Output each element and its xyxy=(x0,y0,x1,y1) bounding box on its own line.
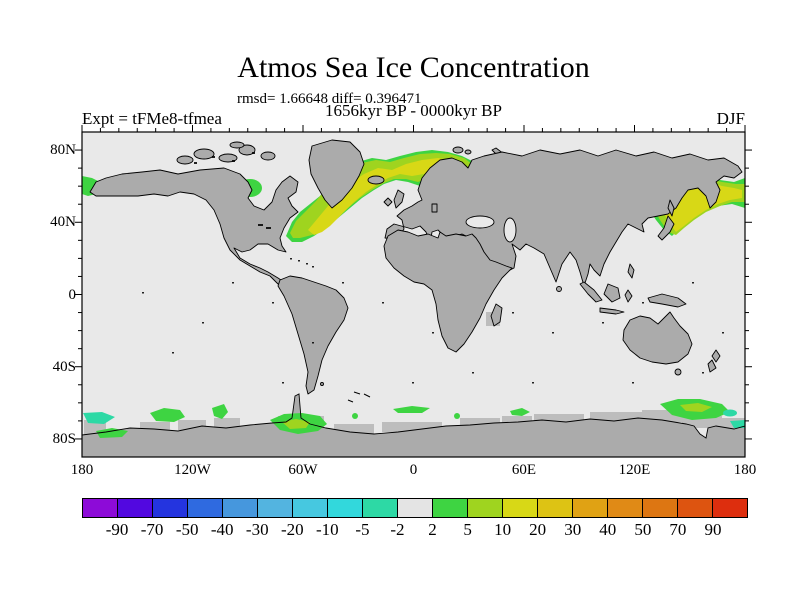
lat-tick-label: 80N xyxy=(50,142,76,159)
colorbar-labels: -90 -70 -50 -40 -30 -20 -10 -5 -2 2 5 10 20 30 40 50 70 9… xyxy=(82,520,748,542)
map-frame xyxy=(81,131,746,458)
colorbar-tick-label: 20 xyxy=(529,520,547,539)
colorbar-segment xyxy=(398,499,433,517)
colorbar-segment xyxy=(538,499,573,517)
colorbar-segment xyxy=(678,499,713,517)
colorbar-tick-label: 90 xyxy=(704,520,722,539)
lon-tick-label: 60W xyxy=(288,462,318,478)
lon-tick-label: 180 xyxy=(70,462,94,478)
colorbar-segment xyxy=(188,499,223,517)
map-plot xyxy=(72,122,755,467)
colorbar-tick-label: 70 xyxy=(669,520,687,539)
colorbar-segment xyxy=(433,499,468,517)
contour-specks xyxy=(142,152,724,384)
lon-tick-label: 180 xyxy=(733,462,757,478)
lat-tick-label: 80S xyxy=(52,430,76,447)
colorbar-segment xyxy=(83,499,118,517)
colorbar-segment xyxy=(503,499,538,517)
colorbar-tick-label: 2 xyxy=(428,520,437,539)
colorbar-segment xyxy=(643,499,678,517)
experiment-label: Expt = tFMe8-tfmea xyxy=(82,109,222,128)
lat-tick-label: 40N xyxy=(50,214,76,231)
lon-tick-label: 120W xyxy=(174,462,211,478)
colorbar-tick-label: -90 xyxy=(105,520,129,539)
colorbar-segment xyxy=(363,499,398,517)
colorbar-segment xyxy=(293,499,328,517)
lat-tick-label: 0 xyxy=(68,286,77,303)
lon-tick-label: 120E xyxy=(618,462,651,478)
season-label: DJF xyxy=(716,109,745,128)
colorbar-tick-label: 5 xyxy=(463,520,472,539)
colorbar-tick-label: 30 xyxy=(564,520,582,539)
colorbar-tick-label: -5 xyxy=(355,520,370,539)
anomaly-patches-south xyxy=(83,399,745,438)
colorbar-tick-label: -40 xyxy=(210,520,234,539)
lat-tick-label: 40S xyxy=(52,358,76,375)
colorbar-segment xyxy=(258,499,293,517)
colorbar xyxy=(82,498,748,518)
colorbar-tick-label: -50 xyxy=(175,520,199,539)
colorbar-segment xyxy=(223,499,258,517)
lon-tick-label: 60E xyxy=(511,462,537,478)
colorbar-tick-label: -70 xyxy=(140,520,164,539)
colorbar-segment xyxy=(153,499,188,517)
colorbar-tick-label: -2 xyxy=(390,520,405,539)
colorbar-tick-label: 40 xyxy=(599,520,617,539)
lon-tick-label: 0 xyxy=(409,462,418,478)
continents-layer xyxy=(89,139,743,395)
colorbar-segment xyxy=(608,499,643,517)
period-annotation: 1656kyr BP - 0000kyr BP xyxy=(325,101,502,120)
plot-title: Atmos Sea Ice Concentration xyxy=(237,51,590,84)
colorbar-tick-label: -20 xyxy=(280,520,304,539)
colorbar-tick-label: -30 xyxy=(245,520,269,539)
colorbar-segment xyxy=(713,499,747,517)
world-map-svg xyxy=(75,125,752,458)
colorbar-segment xyxy=(118,499,153,517)
colorbar-tick-label: -10 xyxy=(316,520,339,539)
colorbar-tick-label: 10 xyxy=(494,520,512,539)
colorbar-segment xyxy=(328,499,363,517)
colorbar-segment xyxy=(468,499,503,517)
colorbar-tick-label: 50 xyxy=(634,520,652,539)
colorbar-segment xyxy=(573,499,608,517)
antarctica-layer xyxy=(82,391,745,457)
stats-annotation: rmsd= 1.66648 diff= 0.396471 xyxy=(237,91,422,107)
